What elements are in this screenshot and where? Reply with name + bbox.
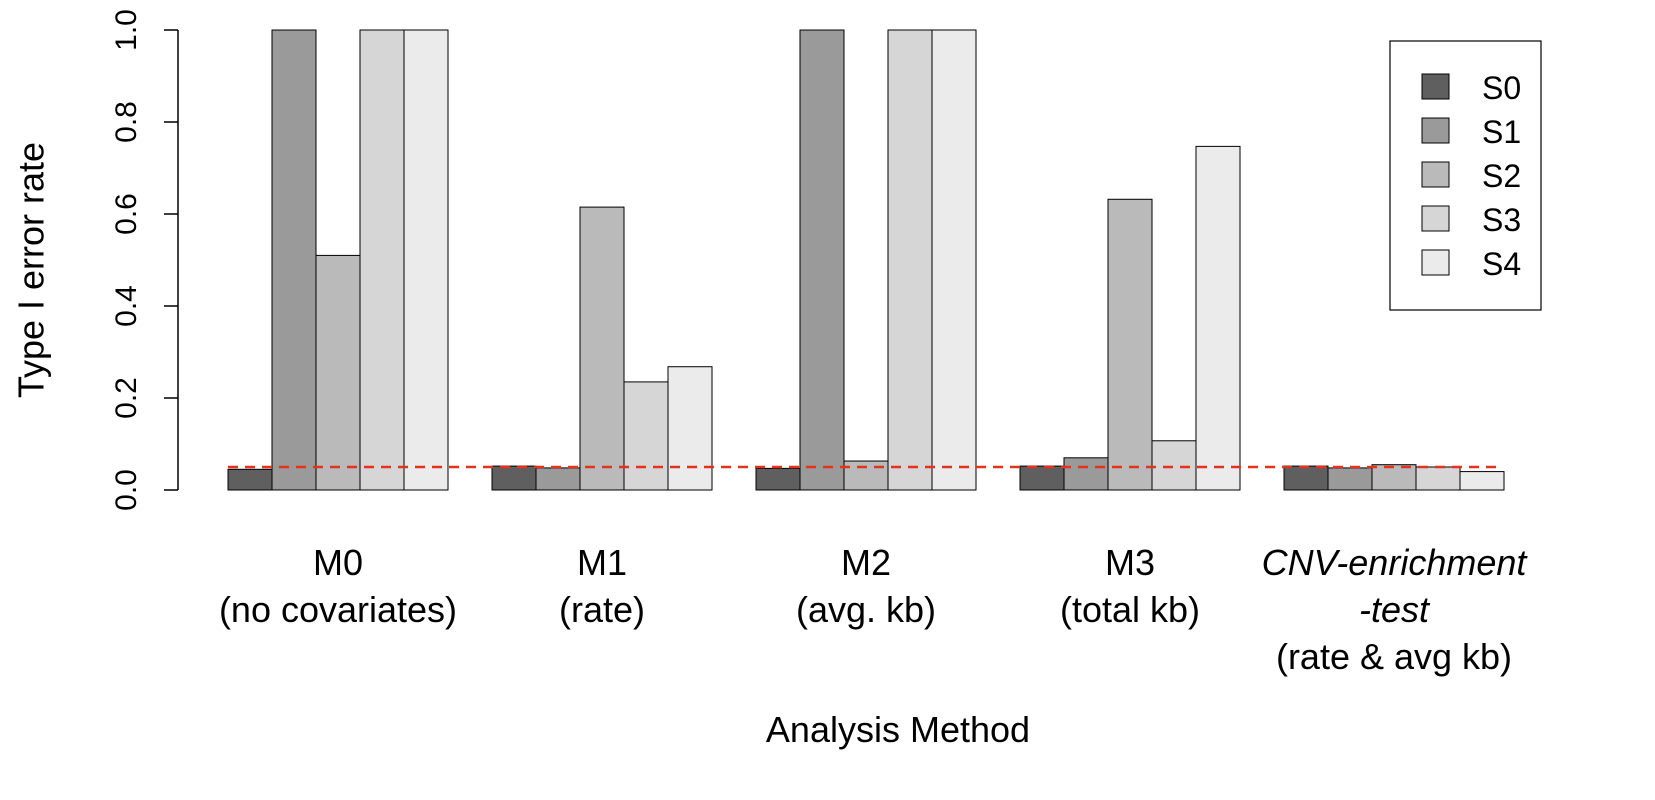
legend-label-S2: S2 xyxy=(1482,158,1521,194)
category-label-4-line2: (rate & avg kb) xyxy=(1276,636,1512,677)
bar-S4-cat2 xyxy=(931,29,977,491)
category-label-2-line0: M2 xyxy=(841,542,891,583)
bar-S0-cat2 xyxy=(755,467,801,491)
bar-S0-cat1 xyxy=(491,465,537,491)
bar-S4-cat1 xyxy=(667,366,713,491)
bar-S3-cat3 xyxy=(1151,440,1197,491)
category-label-0-line0: M0 xyxy=(313,542,363,583)
y-tick-label-4: 0.8 xyxy=(110,101,143,143)
bar-S3-cat4 xyxy=(1415,466,1461,491)
category-label-4-line0: CNV-enrichment xyxy=(1262,542,1529,583)
legend-label-S3: S3 xyxy=(1482,202,1521,238)
bar-S1-cat3 xyxy=(1063,457,1109,491)
y-axis: 0.0 0.2 0.4 0.6 0.8 1.0 xyxy=(110,9,179,511)
bar-S2-cat0 xyxy=(315,254,361,491)
y-tick-label-3: 0.6 xyxy=(110,193,143,235)
bar-S3-cat1 xyxy=(623,381,669,491)
bar-S2-cat2 xyxy=(843,460,889,491)
category-label-3-line1: (total kb) xyxy=(1060,589,1200,630)
bar-S1-cat0 xyxy=(271,29,317,491)
legend-swatch-S3 xyxy=(1421,205,1450,232)
legend-box xyxy=(1389,40,1542,311)
bar-S4-cat0 xyxy=(403,29,449,491)
y-tick-label-1: 0.2 xyxy=(110,377,143,419)
x-axis-title: Analysis Method xyxy=(766,709,1030,750)
legend-label-S0: S0 xyxy=(1482,70,1521,106)
category-label-3-line0: M3 xyxy=(1105,542,1155,583)
category-label-1-line0: M1 xyxy=(577,542,627,583)
bar-S0-cat4 xyxy=(1283,465,1329,491)
legend-label-S1: S1 xyxy=(1482,114,1521,150)
bar-S0-cat0 xyxy=(227,468,273,491)
y-axis-title: Type I error rate xyxy=(11,142,52,398)
bar-S1-cat1 xyxy=(535,467,581,491)
bar-S1-cat2 xyxy=(799,29,845,491)
bar-S1-cat4 xyxy=(1327,467,1373,491)
legend-swatch-S1 xyxy=(1421,117,1450,144)
category-label-2-line1: (avg. kb) xyxy=(796,589,936,630)
y-tick-label-5: 1.0 xyxy=(110,9,143,51)
bars-group xyxy=(227,29,1505,491)
bar-S2-cat1 xyxy=(579,206,625,491)
legend-swatch-S2 xyxy=(1421,161,1450,188)
category-labels: M0 (no covariates) M1 (rate) M2 (avg. kb) M3 (t… xyxy=(219,542,1528,677)
bar-S2-cat4 xyxy=(1371,464,1417,491)
y-tick-label-0: 0.0 xyxy=(110,469,143,511)
category-label-1-line1: (rate) xyxy=(559,589,645,630)
bar-S3-cat0 xyxy=(359,29,405,491)
bar-S0-cat3 xyxy=(1019,465,1065,491)
category-label-0-line1: (no covariates) xyxy=(219,589,457,630)
y-tick-label-2: 0.4 xyxy=(110,285,143,327)
bar-S4-cat3 xyxy=(1195,145,1241,491)
bar-S3-cat2 xyxy=(887,29,933,491)
category-label-4-line1: -test xyxy=(1359,589,1431,630)
legend-swatch-S4 xyxy=(1421,249,1450,276)
legend-swatch-S0 xyxy=(1421,73,1450,100)
bar-S4-cat4 xyxy=(1459,471,1505,491)
legend: S0 S1 S2 S3 S4 xyxy=(1389,40,1542,311)
legend-label-S4: S4 xyxy=(1482,246,1521,282)
bar-S2-cat3 xyxy=(1107,198,1153,491)
